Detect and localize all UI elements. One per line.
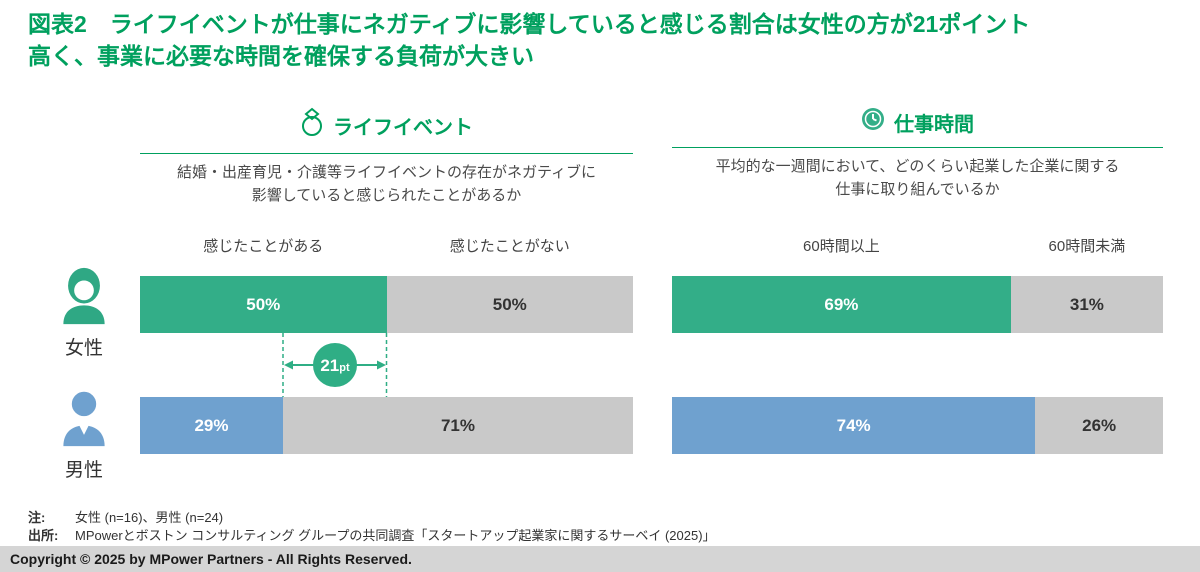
- section-work-title: 仕事時間: [894, 113, 974, 136]
- female-label: 女性: [64, 338, 103, 359]
- work-male-over60-segment: 74%: [672, 397, 1036, 454]
- life-male-notfelt-value: 71%: [440, 415, 475, 435]
- work-female-over60-value: 69%: [824, 294, 859, 314]
- section-life-events: ライフイベント 結婚・出産育児・介護等ライフイベントの存在がネガティブに 影響し…: [140, 107, 633, 457]
- section-life-question-line1: 結婚・出産育児・介護等ライフイベントの存在がネガティブに: [176, 164, 597, 181]
- page-title-line2: 高く、事業に必要な時間を確保する負荷が大きい: [28, 43, 534, 70]
- life-female-felt-value: 50%: [246, 294, 281, 314]
- life-column-header-no: 感じたことがない: [449, 238, 570, 255]
- section-life-question: 結婚・出産育児・介護等ライフイベントの存在がネガティブに 影響していると感じられ…: [140, 161, 633, 208]
- male-row-legend: 男性: [40, 388, 128, 482]
- source-text: MPowerとボストン コンサルティング グループの共同調査「スタートアップ起業…: [75, 527, 716, 543]
- copyright-text: Copyright © 2025 by MPower Partners - Al…: [10, 551, 412, 567]
- note-label: 注:: [28, 510, 46, 525]
- male-person-icon: [55, 391, 113, 452]
- life-male-felt-value: 29%: [194, 415, 229, 435]
- life-female-notfelt-value: 50%: [492, 294, 527, 314]
- life-bar-male: 29% 71%: [140, 397, 633, 454]
- work-column-header-under60: 60時間未満: [1048, 238, 1126, 255]
- section-life-title: ライフイベント: [333, 116, 473, 139]
- section-work-header: 仕事時間: [672, 107, 1163, 148]
- footnotes: 注: 女性 (n=16)、男性 (n=24) 出所: MPowerとボストン コ…: [28, 509, 716, 544]
- clock-icon: [861, 107, 885, 137]
- work-bar-male: 74% 26%: [672, 397, 1163, 454]
- page-title-line1: 図表2 ライフイベントが仕事にネガティブに影響していると感じる割合は女性の方が2…: [28, 11, 1031, 37]
- life-column-header-yes: 感じたことがある: [203, 238, 324, 255]
- gap-annotation: 21pt: [140, 333, 633, 397]
- section-life-header: ライフイベント: [140, 107, 633, 154]
- work-bar-female: 69% 31%: [672, 276, 1163, 333]
- note-text: 女性 (n=16)、男性 (n=24): [75, 510, 224, 525]
- section-life-question-line2: 影響していると感じられたことがあるか: [251, 187, 522, 205]
- note-row-sample: 注: 女性 (n=16)、男性 (n=24): [28, 509, 716, 527]
- life-male-notfelt-segment: 71%: [282, 397, 633, 454]
- life-female-felt-segment: 50%: [140, 276, 387, 333]
- work-female-under60-segment: 31%: [1010, 276, 1163, 333]
- gap-annotation-unit: pt: [339, 362, 350, 374]
- section-work-hours: 仕事時間 平均的な一週間において、どのくらい起業した企業に関する 仕事に取り組ん…: [672, 107, 1163, 457]
- life-male-felt-segment: 29%: [140, 397, 283, 454]
- life-column-headers: 感じたことがある 感じたことがない: [140, 235, 633, 256]
- female-person-icon: [55, 267, 113, 330]
- work-female-under60-value: 31%: [1069, 294, 1104, 314]
- copyright-bar: Copyright © 2025 by MPower Partners - Al…: [0, 546, 1200, 572]
- life-bar-female: 50% 50%: [140, 276, 633, 333]
- section-work-question-line1: 平均的な一週間において、どのくらい起業した企業に関する: [715, 158, 1120, 175]
- life-female-notfelt-segment: 50%: [386, 276, 633, 333]
- page-title: 図表2 ライフイベントが仕事にネガティブに影響していると感じる割合は女性の方が2…: [28, 8, 1183, 72]
- section-work-question-line2: 仕事に取り組んでいるか: [835, 181, 1000, 199]
- male-label: 男性: [64, 460, 103, 481]
- section-work-question: 平均的な一週間において、どのくらい起業した企業に関する 仕事に取り組んでいるか: [672, 155, 1163, 202]
- work-column-header-over60: 60時間以上: [803, 238, 880, 255]
- work-male-under60-segment: 26%: [1035, 397, 1163, 454]
- work-male-over60-value: 74%: [836, 415, 871, 435]
- note-row-source: 出所: MPowerとボストン コンサルティング グループの共同調査「スタートア…: [28, 527, 716, 545]
- gap-annotation-value: 21: [320, 356, 339, 375]
- work-male-under60-value: 26%: [1082, 415, 1117, 435]
- svg-text:21pt: 21pt: [320, 356, 350, 375]
- work-female-over60-segment: 69%: [672, 276, 1011, 333]
- female-row-legend: 女性: [40, 266, 128, 360]
- work-column-headers: 60時間以上 60時間未満: [672, 235, 1163, 256]
- source-label: 出所:: [28, 527, 59, 543]
- ring-icon: [300, 107, 324, 143]
